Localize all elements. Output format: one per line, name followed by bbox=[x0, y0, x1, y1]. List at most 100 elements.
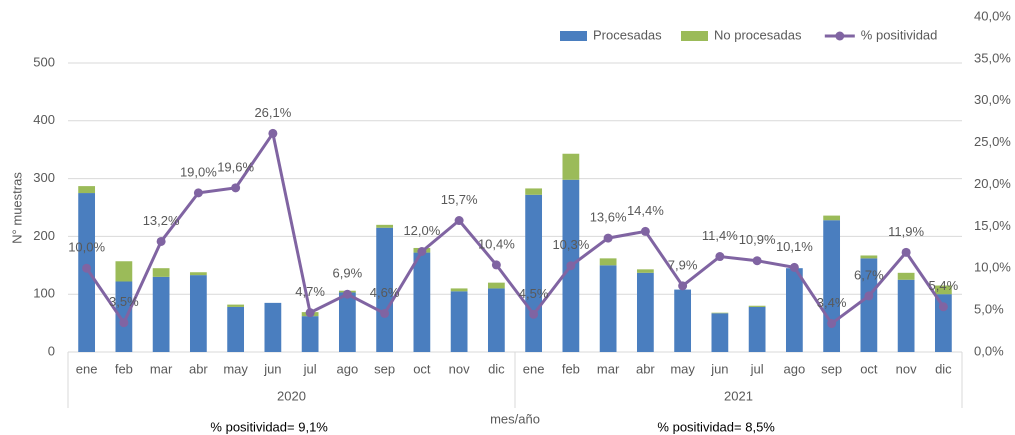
line-marker bbox=[938, 302, 948, 312]
bar-segment bbox=[227, 304, 245, 307]
bar-segment bbox=[823, 220, 841, 352]
legend-label: % positividad bbox=[861, 27, 938, 42]
y2-tick-label: 0,0% bbox=[974, 343, 1004, 358]
x-tick-label: feb bbox=[562, 361, 580, 376]
x-tick-label: oct bbox=[413, 361, 431, 376]
x-tick-label: may bbox=[670, 361, 695, 376]
line-marker bbox=[305, 308, 315, 318]
x-axis-label: mes/año bbox=[490, 411, 540, 426]
line-marker bbox=[864, 291, 874, 301]
bar-segment bbox=[897, 272, 915, 280]
bar-segment bbox=[227, 306, 245, 352]
data-label: 26,1% bbox=[254, 105, 291, 120]
bar-segment bbox=[562, 153, 580, 180]
data-label: 10,0% bbox=[68, 240, 105, 255]
line-marker bbox=[454, 216, 464, 226]
bar-segment bbox=[450, 288, 468, 292]
bar-segment bbox=[264, 302, 282, 352]
bar-segment bbox=[860, 255, 878, 259]
data-label: 6,7% bbox=[854, 267, 884, 282]
data-label: 11,9% bbox=[888, 224, 924, 239]
y2-tick-label: 20,0% bbox=[974, 176, 1011, 191]
x-tick-label: sep bbox=[821, 361, 842, 376]
legend-label: Procesadas bbox=[593, 27, 662, 42]
line-marker bbox=[342, 289, 352, 299]
data-label: 13,6% bbox=[590, 210, 627, 225]
bar-segment bbox=[115, 261, 133, 282]
data-label: 10,9% bbox=[739, 232, 776, 247]
bar-segment bbox=[450, 291, 468, 352]
y-tick-label: 300 bbox=[33, 170, 55, 185]
bar-segment bbox=[599, 265, 617, 352]
data-label: 10,4% bbox=[478, 236, 515, 251]
y-tick-label: 100 bbox=[33, 286, 55, 301]
data-label: 4,5% bbox=[519, 286, 549, 301]
bar-segment bbox=[525, 188, 543, 195]
bar-segment bbox=[376, 227, 394, 352]
y-tick-label: 0 bbox=[48, 343, 55, 358]
x-tick-label: jul bbox=[303, 361, 317, 376]
line-marker bbox=[603, 233, 613, 243]
data-label: 19,6% bbox=[217, 159, 254, 174]
x-tick-label: oct bbox=[860, 361, 878, 376]
data-label: 13,2% bbox=[143, 213, 180, 228]
y2-tick-label: 40,0% bbox=[974, 8, 1011, 23]
data-label: 6,9% bbox=[333, 266, 363, 281]
line-marker bbox=[491, 260, 501, 270]
y2-tick-label: 35,0% bbox=[974, 50, 1011, 65]
y-tick-label: 400 bbox=[33, 112, 55, 127]
x-tick-label: ene bbox=[523, 361, 545, 376]
legend-label: No procesadas bbox=[714, 27, 802, 42]
bar-segment bbox=[636, 269, 654, 273]
bar-segment bbox=[152, 276, 170, 352]
x-tick-label: may bbox=[223, 361, 248, 376]
line-marker bbox=[82, 263, 92, 273]
x-tick-label: feb bbox=[115, 361, 133, 376]
line-marker bbox=[827, 319, 837, 329]
y2-tick-label: 15,0% bbox=[974, 218, 1011, 233]
data-label: 3,4% bbox=[817, 295, 847, 310]
line-marker bbox=[752, 256, 762, 266]
annotation: % positividad= 8,5% bbox=[657, 419, 775, 434]
x-tick-label: jun bbox=[263, 361, 281, 376]
bar-segment bbox=[860, 258, 878, 352]
line-marker bbox=[640, 226, 650, 236]
line-marker bbox=[715, 252, 725, 262]
x-tick-label: dic bbox=[488, 361, 505, 376]
data-label: 19,0% bbox=[180, 164, 217, 179]
bar-segment bbox=[711, 312, 729, 314]
data-label: 3,5% bbox=[109, 294, 139, 309]
bar-segment bbox=[823, 215, 841, 221]
x-tick-label: mar bbox=[150, 361, 173, 376]
bar-segment bbox=[785, 268, 803, 352]
bar-segment bbox=[78, 186, 96, 194]
line-marker bbox=[268, 128, 278, 138]
line-marker bbox=[529, 309, 539, 319]
group-label: 2020 bbox=[277, 388, 306, 403]
x-tick-label: ago bbox=[784, 361, 806, 376]
data-label: 10,1% bbox=[776, 239, 813, 254]
bar-segment bbox=[338, 292, 356, 352]
line-marker bbox=[119, 318, 129, 328]
data-label: 4,7% bbox=[295, 284, 325, 299]
legend-swatch bbox=[560, 31, 587, 41]
bar-segment bbox=[674, 289, 692, 352]
bar-segment bbox=[413, 252, 431, 352]
y-tick-label: 200 bbox=[33, 228, 55, 243]
line-marker bbox=[193, 188, 203, 198]
bar-segment bbox=[152, 268, 170, 277]
data-label: 12,0% bbox=[403, 223, 440, 238]
data-label: 15,7% bbox=[441, 192, 478, 207]
data-label: 14,4% bbox=[627, 203, 664, 218]
y2-tick-label: 5,0% bbox=[974, 302, 1004, 317]
bar-segment bbox=[115, 281, 133, 352]
line-marker bbox=[789, 262, 799, 272]
y2-tick-label: 25,0% bbox=[974, 134, 1011, 149]
bar-segment bbox=[487, 288, 505, 352]
line bbox=[85, 129, 945, 326]
data-label: 7,9% bbox=[668, 257, 698, 272]
bar-segment bbox=[748, 306, 766, 352]
x-tick-label: ago bbox=[337, 361, 359, 376]
bar-segment bbox=[525, 194, 543, 352]
